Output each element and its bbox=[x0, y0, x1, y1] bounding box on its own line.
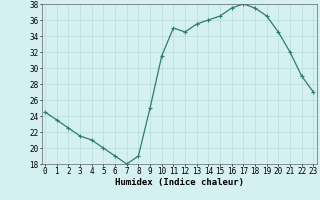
X-axis label: Humidex (Indice chaleur): Humidex (Indice chaleur) bbox=[115, 178, 244, 187]
